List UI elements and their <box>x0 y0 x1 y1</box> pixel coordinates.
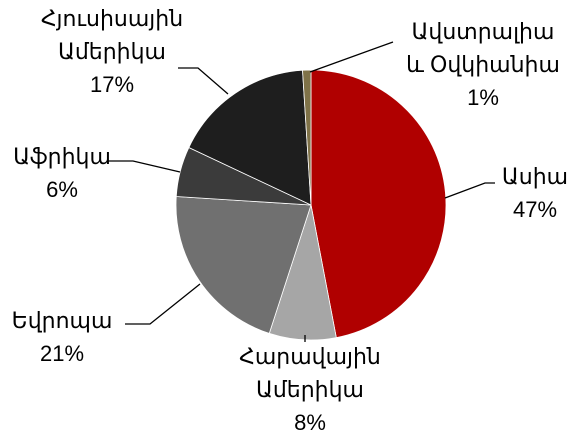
pie-slice <box>188 69 312 206</box>
pie-slice <box>175 196 312 334</box>
leader-line <box>178 67 229 95</box>
value-label: 1% <box>467 85 499 110</box>
value-label: 6% <box>46 177 78 202</box>
leader-line <box>108 160 181 173</box>
category-label: Հարավային Ամերիկա <box>239 344 381 402</box>
leader-line <box>125 283 201 325</box>
category-label: Եվրոպա <box>12 308 113 333</box>
category-label: Ավստրալիա և Օվկիանիա <box>406 19 560 77</box>
pie-slice <box>302 69 312 206</box>
leader-line <box>309 41 394 73</box>
value-label: 47% <box>513 197 557 222</box>
value-label: 21% <box>40 341 84 366</box>
pie-slice <box>310 69 447 339</box>
category-label: Աֆրիկա <box>13 144 111 169</box>
category-label: Ասիա <box>502 164 568 189</box>
category-label: Հյուսիսային Ամերիկա <box>41 6 183 64</box>
value-label: 17% <box>90 72 134 97</box>
value-label: 8% <box>294 410 326 435</box>
leader-line <box>444 182 495 199</box>
